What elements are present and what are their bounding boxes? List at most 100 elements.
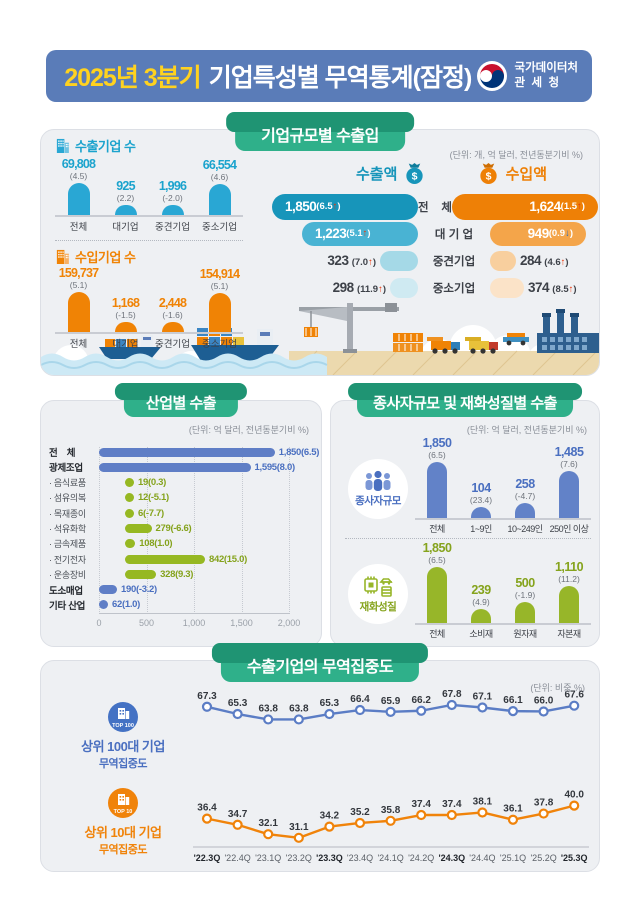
import-company-count-bars: 159,737 (5.1) 1,168 (-1.5) 2,448 (-1.6) 154,91… bbox=[55, 266, 243, 334]
rect-el bbox=[233, 337, 244, 345]
rect-el bbox=[122, 796, 124, 798]
value-label: 19(0.3) bbox=[138, 477, 167, 489]
up-arrow-icon: ↑ bbox=[362, 228, 368, 239]
building-icon bbox=[56, 249, 69, 264]
up-arrow-icon: ↑ bbox=[568, 283, 574, 295]
rect-el bbox=[550, 345, 555, 350]
import_company_count-column: 159,737 (5.1) bbox=[55, 266, 102, 332]
export-amount-text: 298 (11.9↑) bbox=[333, 279, 386, 297]
data-point-label: 67.6 bbox=[564, 690, 584, 701]
industry-row: · 운송장비 328(9.3) bbox=[49, 567, 315, 581]
goods-nature-icon-wrap: 재화성질 bbox=[341, 564, 415, 624]
bar-track: 190(-3.2) bbox=[99, 584, 289, 595]
bar-track: 279(-6.6) bbox=[125, 523, 315, 534]
data-point-label: 31.1 bbox=[289, 822, 309, 833]
bar bbox=[471, 609, 491, 623]
gridline bbox=[99, 447, 100, 614]
up-arrow-icon: ↑ bbox=[368, 256, 373, 268]
g-el bbox=[299, 303, 399, 353]
bar-track: 19(0.3) bbox=[125, 477, 315, 489]
rect-el bbox=[116, 339, 126, 347]
rate-label: (7.6) bbox=[560, 459, 578, 469]
industry-label: · 전기전자 bbox=[49, 554, 86, 565]
agency-line1: 국가데이터처 bbox=[514, 62, 578, 75]
goods-nature-columns: 1,850 (6.5) 239 (4.9) 500 (-1.9) 1,110 (11.2) 전… bbox=[415, 541, 591, 640]
page-title-highlight: 2025년 3분기 bbox=[64, 64, 201, 92]
rect-el bbox=[365, 480, 373, 490]
data-point-label: 38.1 bbox=[473, 796, 493, 807]
rect-el bbox=[289, 351, 599, 375]
rect-el bbox=[347, 303, 353, 351]
rect-el bbox=[570, 313, 579, 317]
panel1-badge: 기업규모별 수출입 bbox=[226, 112, 414, 151]
line-el bbox=[452, 350, 478, 375]
category-label: 전체 bbox=[69, 222, 88, 233]
circle-el bbox=[374, 470, 382, 479]
g-el bbox=[398, 334, 418, 351]
data-point-label: 65.3 bbox=[228, 698, 248, 709]
industry-label: 전 체 bbox=[49, 448, 76, 459]
bar bbox=[471, 507, 491, 518]
data-point bbox=[324, 821, 335, 832]
rect-el bbox=[427, 337, 443, 341]
rect-el bbox=[209, 337, 220, 345]
rate-label: (6.5) bbox=[428, 450, 446, 460]
data-point bbox=[201, 701, 213, 712]
rect-el bbox=[62, 251, 64, 253]
page-title: 2025년 3분기 기업특성별 무역통계(잠정) bbox=[60, 58, 476, 94]
data-point-label: 67.8 bbox=[442, 689, 462, 700]
amount-rate: (6.5↑) bbox=[316, 201, 341, 212]
export-amount-pill bbox=[380, 250, 418, 271]
data-point bbox=[446, 699, 457, 711]
value-label: 12(-5.1) bbox=[138, 492, 169, 504]
export-amount-cell: 1,223 (5.1↑) bbox=[272, 221, 418, 246]
bar bbox=[125, 539, 136, 549]
rate-label: (4.6) bbox=[210, 172, 229, 182]
bar bbox=[208, 184, 231, 215]
data-point-label: 63.8 bbox=[258, 703, 278, 714]
top100-line2: 무역집중도 bbox=[98, 758, 148, 770]
panel-exports-by-industry: 산업별 수출 (단위: 억 달러, 전년동분기비 %) 전 체 1,850(6.5… bbox=[40, 383, 322, 647]
export_company_count-column: 66,554 (4.6) bbox=[196, 158, 243, 215]
panel3-badge: 종사자규모 및 재화성질별 수출 bbox=[348, 383, 582, 417]
data-point bbox=[507, 814, 519, 825]
import-company-count-chart: 수입기업 수 159,737 (5.1) 1,168 (-1.5) 2,448 (-1.6… bbox=[55, 247, 243, 350]
industry-row: · 전기전자 842(15.0) bbox=[49, 552, 315, 566]
amount-value: 1,624 bbox=[529, 199, 561, 214]
x-tick-label: '24.4Q bbox=[469, 853, 495, 863]
text-el: TOP 100 bbox=[112, 723, 134, 729]
export-amount-pill bbox=[390, 277, 418, 298]
rate-label: (4.5) bbox=[69, 171, 88, 181]
line-el bbox=[572, 350, 598, 375]
people-icon bbox=[365, 470, 391, 491]
data-point-label: 37.4 bbox=[442, 799, 462, 810]
value-label: 1,595(8.0) bbox=[254, 461, 296, 473]
rect-el bbox=[556, 309, 565, 313]
data-point-label: 37.8 bbox=[534, 798, 554, 809]
rect-el bbox=[119, 796, 122, 798]
industry-row: · 섬유의복 12(-5.1) bbox=[49, 491, 315, 505]
x-axis-ticks: 0 500 1,000 1,500 2,000 bbox=[96, 618, 300, 630]
bar bbox=[515, 602, 535, 623]
goods-nature-chart: 재화성질 1,850 (6.5) 239 (4.9) 500 (-1.9) 1,110 (11… bbox=[341, 541, 591, 640]
company-size-label: 대 기 업 bbox=[434, 228, 474, 241]
goods-nature-categories: 전체 소비재 원자재 자본재 bbox=[415, 627, 591, 640]
industry-bar-rows: 전 체 1,850(6.5) 광제조업 1,595(8.0) · 음식료품 19(0.3)… bbox=[49, 445, 319, 612]
g-el bbox=[427, 333, 529, 354]
goods-icon bbox=[364, 576, 393, 597]
amount-value: 298 bbox=[332, 279, 357, 295]
amount-value: 374 bbox=[528, 279, 553, 295]
value-label: 69,808 bbox=[61, 157, 96, 171]
bar bbox=[114, 322, 137, 332]
rate-label: (-1.6) bbox=[162, 310, 183, 320]
value-label: 328(9.3) bbox=[160, 568, 194, 580]
rect-el bbox=[503, 337, 529, 342]
panel3-body: 종사자규모 1,850 (6.5) 104 (23.4) 258 (-4.7) 1,485(… bbox=[341, 436, 591, 640]
bar bbox=[161, 205, 184, 215]
circle-el bbox=[452, 348, 458, 354]
panel3-unit: (단위: 억 달러, 전년동분기비 %) bbox=[466, 425, 587, 435]
rect-el bbox=[385, 303, 397, 312]
industry-row: · 석유화학 279(-6.6) bbox=[49, 521, 315, 535]
panel1-unit: (단위: 개, 억 달러, 전년동분기비 %) bbox=[449, 150, 583, 160]
top10-badge-icon: TOP 10 bbox=[108, 788, 138, 818]
